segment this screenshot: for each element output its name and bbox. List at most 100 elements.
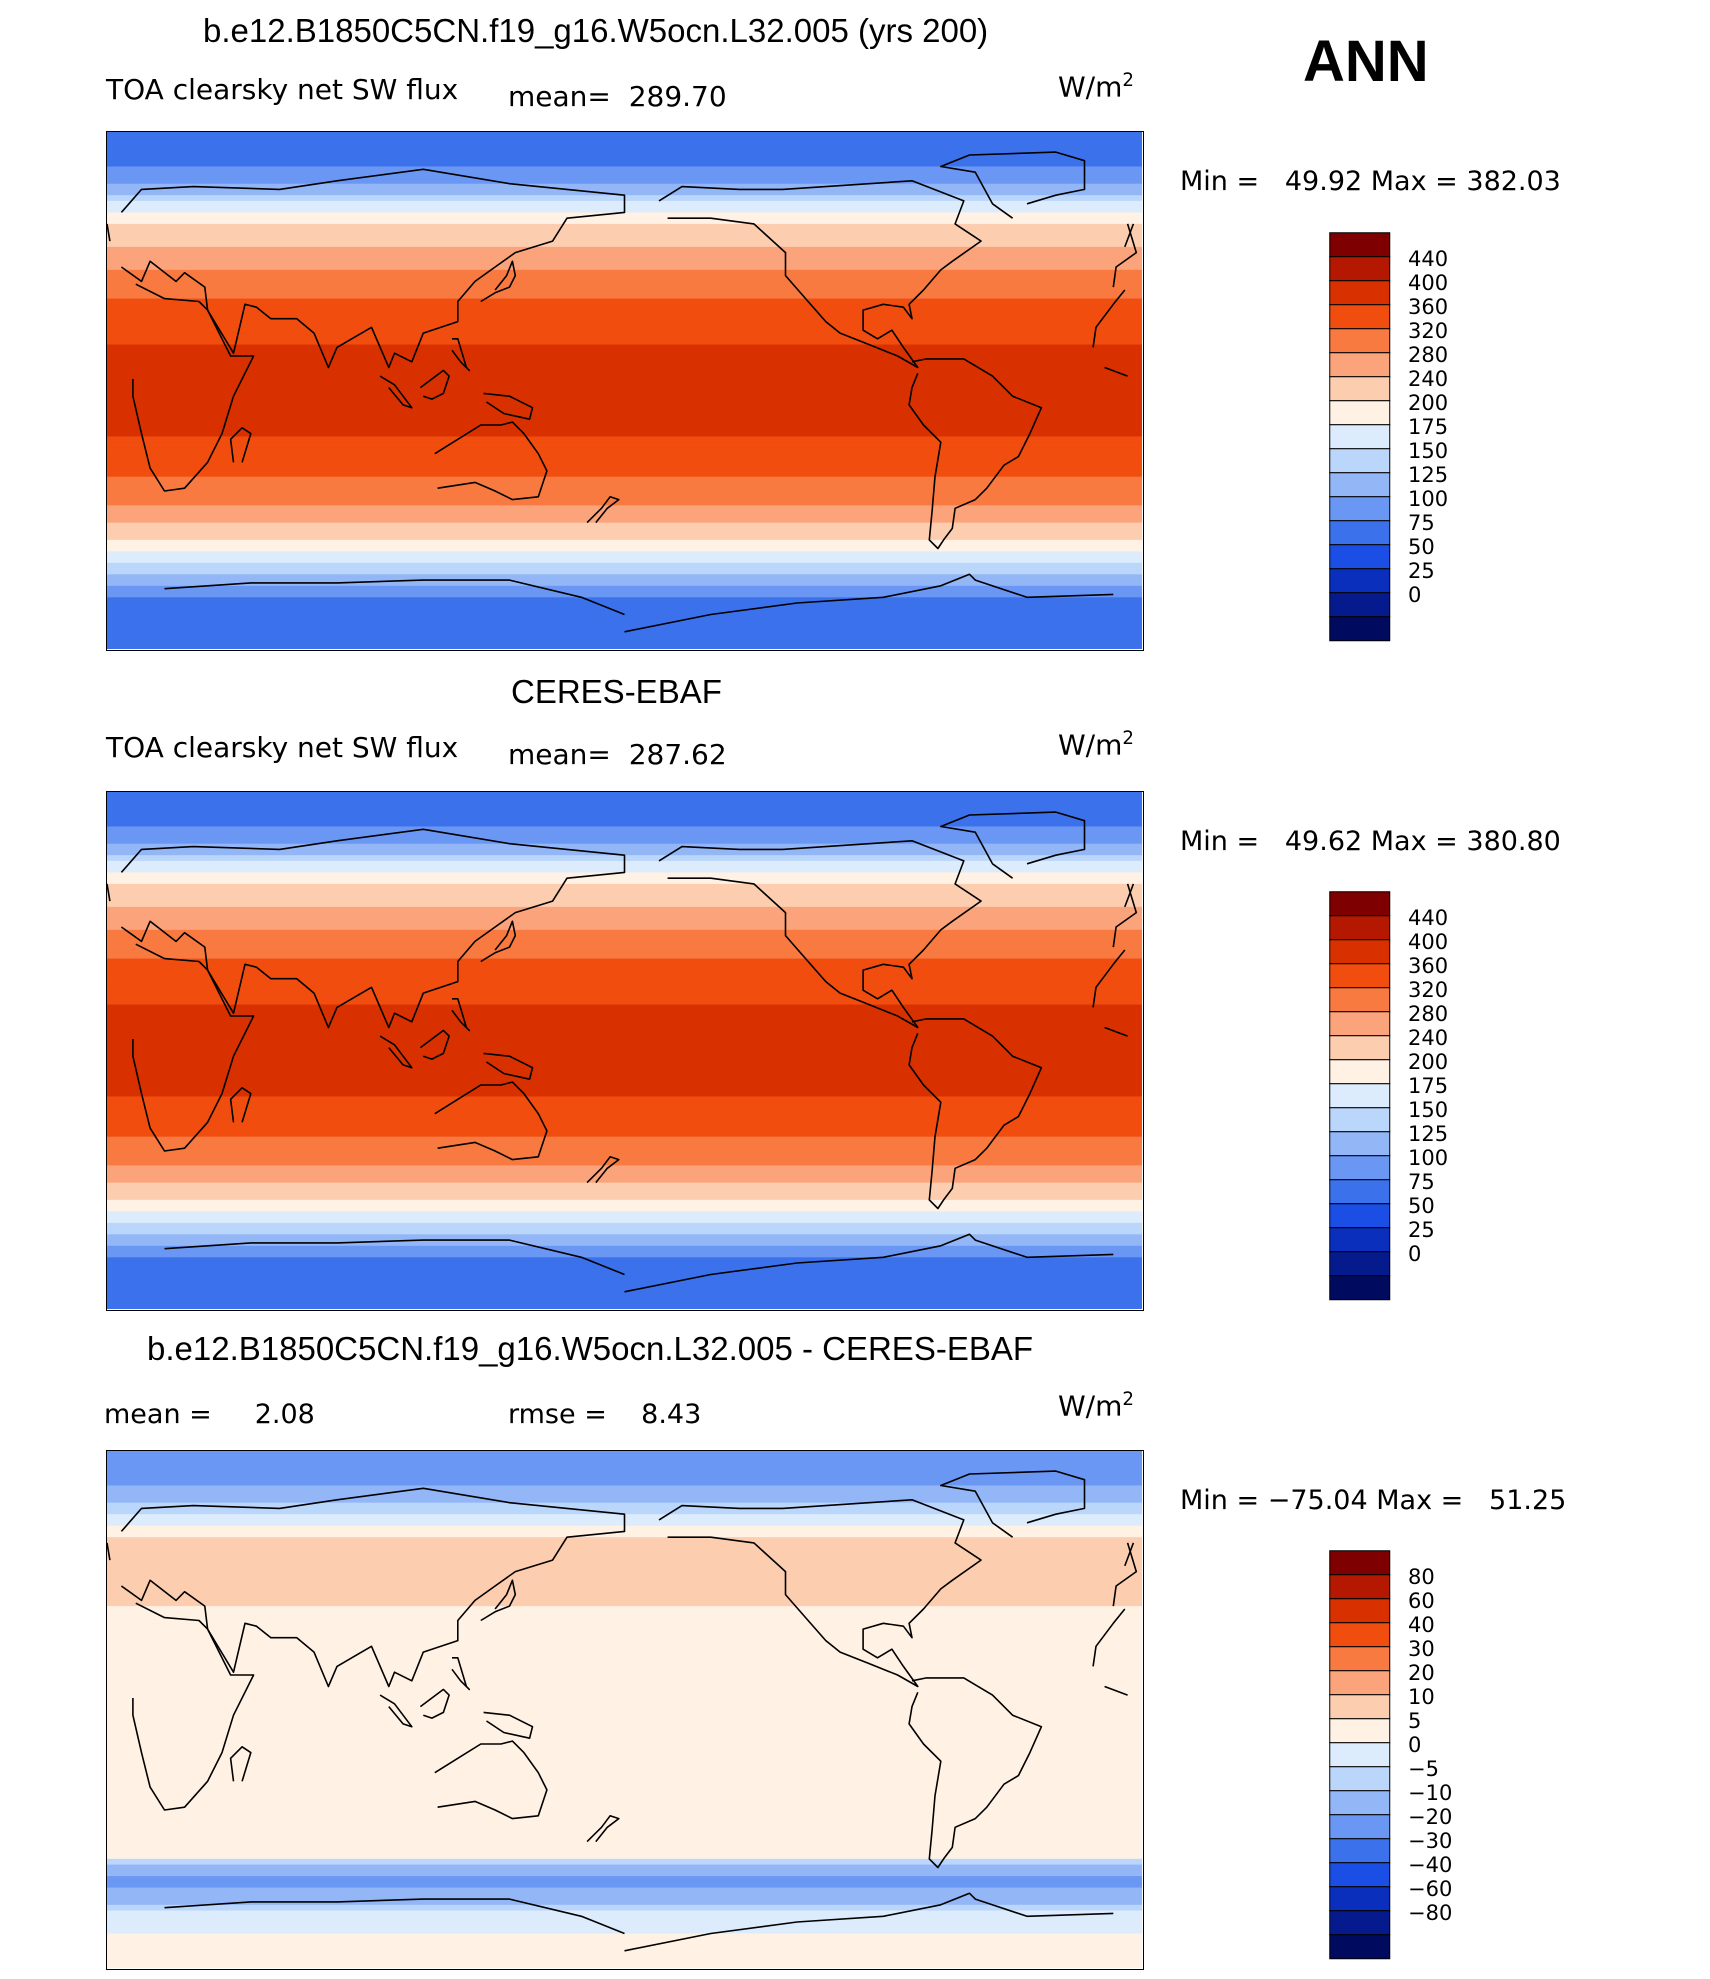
lat-band — [107, 430, 1142, 438]
lat-band — [107, 304, 1142, 311]
panel-2-minmax: Min = 49.62 Max = 380.80 — [1180, 826, 1561, 857]
colorbar-box — [1329, 1131, 1391, 1157]
lat-band — [107, 1228, 1142, 1235]
lat-band — [107, 1303, 1142, 1309]
lat-band — [107, 1125, 1142, 1132]
lat-band — [107, 941, 1142, 948]
colorbar-box — [1329, 520, 1391, 546]
lat-band — [107, 1268, 1142, 1276]
units-exponent: 2 — [1122, 1389, 1134, 1410]
coastline-africa — [1104, 1685, 1128, 1696]
lat-band — [107, 499, 1142, 506]
colorbar-tick-label: 280 — [1408, 1002, 1448, 1026]
lat-band — [107, 964, 1142, 971]
lat-band — [107, 1119, 1142, 1126]
lat-band — [107, 906, 1142, 914]
lat-band — [107, 1646, 1142, 1653]
lat-band — [107, 975, 1142, 983]
lat-band — [107, 1451, 1142, 1458]
lat-band — [107, 298, 1142, 305]
lat-band — [107, 1136, 1142, 1144]
colorbar-tick-label: −5 — [1408, 1757, 1439, 1781]
lat-band — [107, 1611, 1142, 1619]
lat-band — [107, 1548, 1142, 1555]
max-label: Max = — [1376, 1485, 1464, 1516]
lat-band — [107, 1640, 1142, 1647]
lat-band — [107, 1565, 1142, 1573]
lat-band — [107, 993, 1142, 1000]
lat-band — [107, 1286, 1142, 1293]
lat-band — [107, 1291, 1142, 1299]
coastline-antarctica — [164, 1898, 625, 1935]
lat-band — [107, 390, 1142, 397]
lat-band — [107, 1692, 1142, 1699]
colorbar-box — [1329, 1598, 1391, 1624]
lat-band — [107, 837, 1142, 845]
colorbar-box — [1329, 1550, 1391, 1576]
lat-band — [107, 608, 1142, 616]
coastline-antarctica — [164, 1239, 625, 1276]
colorbar-box — [1329, 1670, 1391, 1696]
colorbar-tick-label: 60 — [1408, 1589, 1435, 1613]
colorbar-tick-label: 30 — [1408, 1637, 1435, 1661]
lat-band — [107, 356, 1142, 363]
lat-band — [107, 350, 1142, 357]
lat-band — [107, 1766, 1142, 1774]
lat-band — [107, 1772, 1142, 1780]
lat-band — [107, 1703, 1142, 1711]
lat-band — [107, 1473, 1142, 1481]
panel-2-title: CERES-EBAF — [511, 673, 722, 710]
lat-band — [107, 442, 1142, 449]
lat-band — [107, 1222, 1142, 1230]
lat-band — [107, 218, 1142, 225]
lat-band — [107, 476, 1142, 484]
coastline-antarctica — [164, 579, 625, 616]
lat-band — [107, 1732, 1142, 1739]
lat-band — [107, 453, 1142, 461]
colorbar-box — [1329, 352, 1391, 378]
lat-band — [107, 1812, 1142, 1820]
lat-band — [107, 160, 1142, 168]
lat-band — [107, 1887, 1142, 1894]
coastline-new-zealand — [586, 1155, 620, 1184]
colorbar-box — [1329, 1862, 1391, 1888]
colorbar-tick-label: 0 — [1408, 1242, 1421, 1266]
lat-band — [107, 1050, 1142, 1057]
lat-band — [107, 137, 1142, 145]
colorbar-box — [1329, 1814, 1391, 1840]
lat-band — [107, 1600, 1142, 1607]
lat-band — [107, 1217, 1142, 1224]
colorbar-tick-label: 175 — [1408, 415, 1448, 439]
lat-band — [107, 379, 1142, 386]
lat-band — [107, 912, 1142, 919]
lat-band — [107, 281, 1142, 288]
coastline-japan — [480, 920, 517, 963]
colorbar-tick-label: 100 — [1408, 487, 1448, 511]
coastline-uk — [1124, 1542, 1135, 1567]
colorbar-tick-label: 50 — [1408, 535, 1435, 559]
lat-band — [107, 797, 1142, 805]
colorbar-tick-label: 360 — [1408, 954, 1448, 978]
lat-band — [107, 470, 1142, 478]
colorbar-tick-label: 360 — [1408, 295, 1448, 319]
lat-band — [107, 843, 1142, 851]
lat-band — [107, 1847, 1142, 1854]
lat-band — [107, 321, 1142, 328]
lat-band — [107, 373, 1142, 380]
colorbar-tick-label: 25 — [1408, 559, 1435, 583]
coastline-new-guinea — [483, 1052, 534, 1081]
rmse-value: 8.43 — [641, 1399, 702, 1430]
lat-band — [107, 970, 1142, 977]
panel-3-mean: mean = 2.08 — [104, 1399, 315, 1430]
lat-band — [107, 1079, 1142, 1086]
coastline-north-america — [658, 1498, 982, 1688]
lat-band — [107, 820, 1142, 828]
lat-band — [107, 947, 1142, 954]
colorbar-tick-label: 440 — [1408, 906, 1448, 930]
coastline-south-america — [908, 1677, 1043, 1869]
lat-band — [107, 1720, 1142, 1728]
colorbar-tick-label: 50 — [1408, 1194, 1435, 1218]
mean-value: 287.62 — [628, 738, 727, 771]
lat-band — [107, 998, 1142, 1006]
